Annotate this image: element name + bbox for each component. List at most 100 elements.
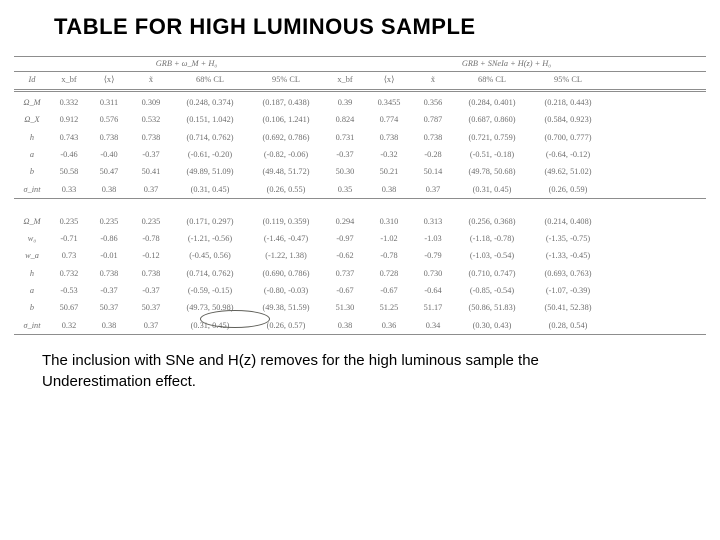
data-table: GRB + ω_M + H₀ GRB + SNeIa + H(z) + H₀ I…	[14, 56, 706, 335]
cell: 0.37	[130, 322, 172, 330]
col-xmean-2: ⟨x⟩	[366, 76, 412, 84]
cell: 0.774	[366, 116, 412, 124]
cell: -0.97	[324, 235, 366, 243]
cell: (50.86, 51.83)	[454, 304, 530, 312]
cell: -0.37	[130, 151, 172, 159]
cell: 0.731	[324, 134, 366, 142]
cell: (-1.21, -0.56)	[172, 235, 248, 243]
cell: (-0.85, -0.54)	[454, 287, 530, 295]
row-id: σ_int	[14, 186, 50, 194]
cell: -0.86	[88, 235, 130, 243]
cell: 0.38	[324, 322, 366, 330]
cell: 0.356	[412, 99, 454, 107]
cell: (0.106, 1.241)	[248, 116, 324, 124]
table-superheader: GRB + ω_M + H₀ GRB + SNeIa + H(z) + H₀	[14, 56, 706, 71]
col-xmed: x̃	[130, 76, 172, 84]
table-row: σ_int0.330.380.37(0.31, 0.45)(0.26, 0.55…	[14, 181, 706, 199]
row-id: w_a	[14, 252, 50, 260]
cell: 0.37	[130, 186, 172, 194]
col-id: Id	[14, 76, 50, 84]
table-row: a-0.53-0.37-0.37(-0.59, -0.15)(-0.80, -0…	[14, 283, 706, 300]
cell: 0.38	[88, 322, 130, 330]
cell: (49.62, 51.02)	[530, 168, 606, 176]
cell: 50.21	[366, 168, 412, 176]
cell: 0.38	[88, 186, 130, 194]
cell: 0.235	[88, 218, 130, 226]
col-cl95: 95% CL	[248, 76, 324, 84]
cell: 0.33	[50, 186, 88, 194]
row-id: b	[14, 304, 50, 312]
cell: 0.738	[88, 270, 130, 278]
table-row: Ω_X0.9120.5760.532(0.151, 1.042)(0.106, …	[14, 112, 706, 129]
cell: 51.17	[412, 304, 454, 312]
cell: (0.692, 0.786)	[248, 134, 324, 142]
cell: (0.171, 0.297)	[172, 218, 248, 226]
cell: 51.25	[366, 304, 412, 312]
caption-line-1: The inclusion with SNe and H(z) removes …	[42, 352, 539, 369]
cell: (0.26, 0.59)	[530, 186, 606, 194]
cell: (-0.61, -0.20)	[172, 151, 248, 159]
table-row: σ_int0.320.380.37(0.31, 0.45)(0.26, 0.57…	[14, 317, 706, 335]
cell: (-1.18, -0.78)	[454, 235, 530, 243]
cell: (0.187, 0.438)	[248, 99, 324, 107]
cell: 0.738	[130, 134, 172, 142]
row-id: h	[14, 270, 50, 278]
cell: (0.284, 0.401)	[454, 99, 530, 107]
superheader-right: GRB + SNeIa + H(z) + H₀	[365, 60, 648, 68]
cell: -0.62	[324, 252, 366, 260]
col-xbf: x_bf	[50, 76, 88, 84]
col-cl95-2: 95% CL	[530, 76, 606, 84]
cell: -0.12	[130, 252, 172, 260]
cell: -0.67	[324, 287, 366, 295]
col-xbf-2: x_bf	[324, 76, 366, 84]
cell: -0.37	[130, 287, 172, 295]
cell: 0.332	[50, 99, 88, 107]
table-row: w_a0.73-0.01-0.12(-0.45, 0.56)(-1.22, 1.…	[14, 248, 706, 265]
row-id: Ω_X	[14, 116, 50, 124]
cell: (-0.64, -0.12)	[530, 151, 606, 159]
cell: -0.37	[324, 151, 366, 159]
cell: 50.41	[130, 168, 172, 176]
cell: 0.824	[324, 116, 366, 124]
cell: 0.576	[88, 116, 130, 124]
cell: 50.37	[88, 304, 130, 312]
table-row: w₀-0.71-0.86-0.78(-1.21, -0.56)(-1.46, -…	[14, 231, 706, 248]
cell: (49.89, 51.09)	[172, 168, 248, 176]
cell: (-0.82, -0.06)	[248, 151, 324, 159]
cell: (0.214, 0.408)	[530, 218, 606, 226]
cell: 0.728	[366, 270, 412, 278]
cell: -0.67	[366, 287, 412, 295]
cell: (-1.46, -0.47)	[248, 235, 324, 243]
cell: (0.31, 0.45)	[172, 322, 248, 330]
superheader-left: GRB + ω_M + H₀	[50, 60, 323, 68]
cell: (0.218, 0.443)	[530, 99, 606, 107]
cell: (49.78, 50.68)	[454, 168, 530, 176]
cell: 0.912	[50, 116, 88, 124]
cell: (0.700, 0.777)	[530, 134, 606, 142]
cell: 0.738	[88, 134, 130, 142]
cell: 0.532	[130, 116, 172, 124]
cell: 0.738	[412, 134, 454, 142]
table-row: Ω_M0.3320.3110.309(0.248, 0.374)(0.187, …	[14, 95, 706, 112]
cell: -0.28	[412, 151, 454, 159]
cell: (0.26, 0.57)	[248, 322, 324, 330]
cell: (0.30, 0.43)	[454, 322, 530, 330]
cell: 0.38	[366, 186, 412, 194]
cell: (0.119, 0.359)	[248, 218, 324, 226]
cell: (0.28, 0.54)	[530, 322, 606, 330]
cell: (0.721, 0.759)	[454, 134, 530, 142]
cell: (-1.07, -0.39)	[530, 287, 606, 295]
cell: (-0.80, -0.03)	[248, 287, 324, 295]
cell: 0.730	[412, 270, 454, 278]
cell: (0.714, 0.762)	[172, 270, 248, 278]
cell: -0.78	[366, 252, 412, 260]
cell: (-1.03, -0.54)	[454, 252, 530, 260]
col-cl68: 68% CL	[172, 76, 248, 84]
cell: (0.584, 0.923)	[530, 116, 606, 124]
col-xmean: ⟨x⟩	[88, 76, 130, 84]
cell: (49.48, 51.72)	[248, 168, 324, 176]
cell: 50.37	[130, 304, 172, 312]
cell: 51.30	[324, 304, 366, 312]
cell: 0.37	[412, 186, 454, 194]
cell: (0.31, 0.45)	[172, 186, 248, 194]
